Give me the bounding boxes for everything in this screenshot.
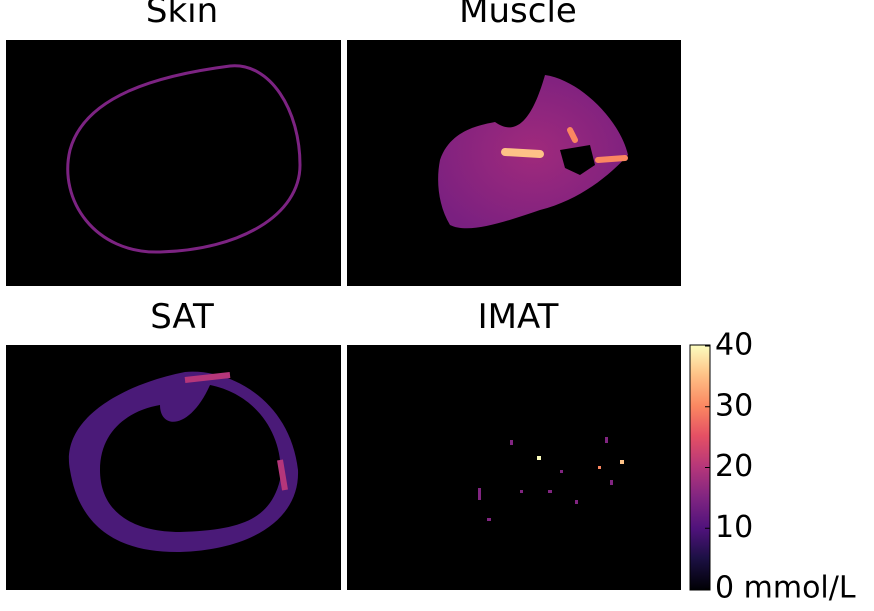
sat-map <box>68 371 299 553</box>
tick-label: 40 <box>715 328 753 363</box>
colorbar: 0 mmol/L 10 20 30 40 <box>689 328 856 606</box>
panel-title: SAT <box>150 297 214 337</box>
image-background <box>6 40 341 286</box>
tick-label: 0 mmol/L <box>715 571 856 606</box>
panel-title: Skin <box>146 0 218 31</box>
panel-muscle: Muscle <box>347 0 681 286</box>
panel-imat: IMAT <box>347 297 681 590</box>
hotspot <box>184 372 288 491</box>
image-background <box>347 345 681 590</box>
panel-title: Muscle <box>459 0 577 31</box>
tick-label: 20 <box>715 449 753 484</box>
panel-skin: Skin <box>6 0 341 286</box>
hotspot <box>501 148 544 158</box>
skin-ring <box>66 64 302 254</box>
panel-title: IMAT <box>478 297 559 337</box>
panel-sat: SAT <box>6 297 341 590</box>
imat-spots <box>478 437 624 521</box>
tick-label: 10 <box>715 510 753 545</box>
hotspot <box>567 127 628 163</box>
tick-label: 30 <box>715 388 753 423</box>
